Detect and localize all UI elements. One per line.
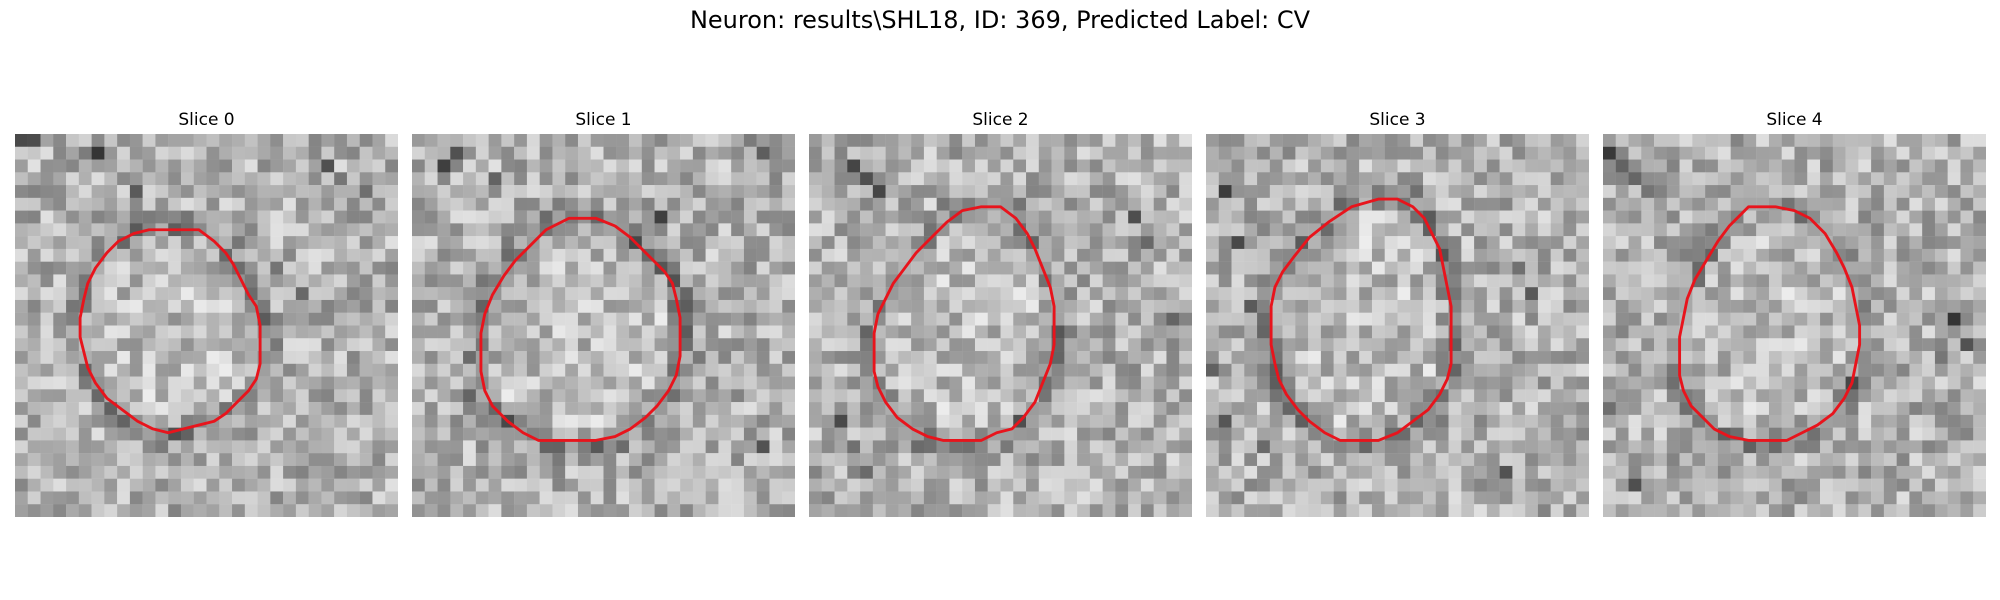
slice-title: Slice 0 (178, 110, 235, 130)
segmentation-contour (78, 228, 262, 435)
pixel-grid (809, 134, 1192, 517)
slice-image (15, 134, 398, 517)
slice-image (1603, 134, 1986, 517)
slice-title: Slice 4 (1766, 110, 1823, 130)
pixel-grid (15, 134, 398, 517)
pixel-grid (1206, 134, 1589, 517)
segmentation-contour (872, 205, 1056, 442)
slice-title: Slice 3 (1369, 110, 1426, 130)
slice-panel-0: Slice 0 (15, 108, 398, 517)
segmentation-contour (1678, 205, 1862, 442)
slice-image (412, 134, 795, 517)
slice-panel-4: Slice 4 (1603, 108, 1986, 517)
slice-panel-3: Slice 3 (1206, 108, 1589, 517)
slice-image (1206, 134, 1589, 517)
segmentation-contour (1269, 197, 1453, 442)
figure-title: Neuron: results\SHL18, ID: 369, Predicte… (689, 6, 1311, 34)
slice-panel-2: Slice 2 (809, 108, 1192, 517)
slice-title: Slice 2 (972, 110, 1029, 130)
slice-image (809, 134, 1192, 517)
slice-panel-1: Slice 1 (412, 108, 795, 517)
slice-title: Slice 1 (575, 110, 632, 130)
segmentation-contour (479, 216, 682, 442)
pixel-grid (1603, 134, 1986, 517)
pixel-grid (412, 134, 795, 517)
